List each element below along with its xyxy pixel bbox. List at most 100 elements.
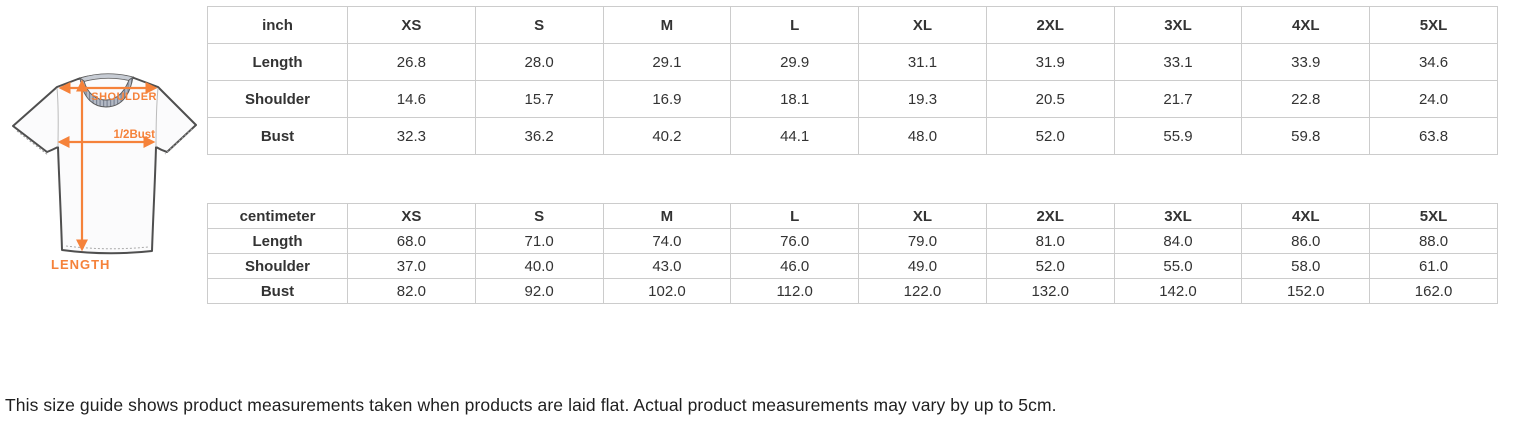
measurement-value-cell: 40.2 xyxy=(602,117,732,155)
measurement-value-cell: 71.0 xyxy=(474,228,604,254)
measurement-value-cell: 22.8 xyxy=(1241,80,1371,118)
size-table-inch: inch XS S M L XL 2XL 3XL 4XL 5XL Length 26.8 28.0 29.… xyxy=(207,6,1498,155)
header-row: inch XS S M L XL 2XL 3XL 4XL 5XL xyxy=(207,6,1498,44)
measurement-label-cell: Shoulder xyxy=(207,80,348,118)
size-header-cell: 2XL xyxy=(985,203,1115,229)
measurement-value-cell: 21.7 xyxy=(1113,80,1243,118)
measurement-value-cell: 74.0 xyxy=(602,228,732,254)
measurement-value-cell: 82.0 xyxy=(347,278,476,304)
measurement-value-cell: 112.0 xyxy=(730,278,860,304)
bust-arrow-label: 1/2Bust xyxy=(113,129,155,141)
measurement-row: Bust 32.3 36.2 40.2 44.1 48.0 52.0 55.9 59.8 63.8 xyxy=(207,117,1498,155)
measurement-value-cell: 52.0 xyxy=(985,117,1115,155)
measurement-value-cell: 36.2 xyxy=(474,117,604,155)
measurement-value-cell: 92.0 xyxy=(474,278,604,304)
measurement-value-cell: 55.9 xyxy=(1113,117,1243,155)
size-header-cell: L xyxy=(730,6,860,44)
measurement-row: Length 68.0 71.0 74.0 76.0 79.0 81.0 84.0 86.0 88… xyxy=(207,228,1498,254)
measurement-label-cell: Bust xyxy=(207,117,348,155)
measurement-value-cell: 102.0 xyxy=(602,278,732,304)
measurement-label-cell: Shoulder xyxy=(207,253,348,279)
measurement-value-cell: 29.9 xyxy=(730,43,860,81)
measurement-value-cell: 86.0 xyxy=(1241,228,1371,254)
measurement-row: Shoulder 14.6 15.7 16.9 18.1 19.3 20.5 21.7 22.8… xyxy=(207,80,1498,118)
measurement-value-cell: 26.8 xyxy=(347,43,476,81)
measurement-value-cell: 32.3 xyxy=(347,117,476,155)
measurement-value-cell: 46.0 xyxy=(730,253,860,279)
measurement-value-cell: 162.0 xyxy=(1369,278,1498,304)
size-header-cell: L xyxy=(730,203,860,229)
size-header-cell: M xyxy=(602,203,732,229)
measurement-value-cell: 14.6 xyxy=(347,80,476,118)
size-header-cell: M xyxy=(602,6,732,44)
measurement-row: Length 26.8 28.0 29.1 29.9 31.1 31.9 33.1 33.9 34… xyxy=(207,43,1498,81)
measurement-value-cell: 33.9 xyxy=(1241,43,1371,81)
measurement-value-cell: 44.1 xyxy=(730,117,860,155)
size-header-cell: 3XL xyxy=(1113,203,1243,229)
measurement-value-cell: 24.0 xyxy=(1369,80,1498,118)
size-header-cell: 2XL xyxy=(985,6,1115,44)
size-header-cell: XS xyxy=(347,203,476,229)
measurement-value-cell: 19.3 xyxy=(858,80,987,118)
measurement-value-cell: 122.0 xyxy=(858,278,987,304)
collar-front-band xyxy=(79,75,134,108)
measurement-value-cell: 34.6 xyxy=(1369,43,1498,81)
measurement-label-cell: Length xyxy=(207,43,348,81)
measurement-value-cell: 29.1 xyxy=(602,43,732,81)
size-header-cell: 5XL xyxy=(1369,203,1498,229)
measurement-value-cell: 68.0 xyxy=(347,228,476,254)
measurement-value-cell: 31.1 xyxy=(858,43,987,81)
hem-stitch xyxy=(65,245,149,250)
size-header-cell: XL xyxy=(858,6,987,44)
measurement-value-cell: 142.0 xyxy=(1113,278,1243,304)
measurement-value-cell: 28.0 xyxy=(474,43,604,81)
measurement-value-cell: 33.1 xyxy=(1113,43,1243,81)
measurement-label-cell: Bust xyxy=(207,278,348,304)
size-table-centimeter: centimeter XS S M L XL 2XL 3XL 4XL 5XL Length 68.0 7… xyxy=(207,203,1498,304)
measurement-value-cell: 43.0 xyxy=(602,253,732,279)
measurement-row: Bust 82.0 92.0 102.0 112.0 122.0 132.0 142.0 152… xyxy=(207,278,1498,304)
length-arrow-label: LENGTH xyxy=(51,257,110,272)
measurement-value-cell: 20.5 xyxy=(985,80,1115,118)
shoulder-arrow-label: SHOULDER xyxy=(91,91,157,103)
measurement-value-cell: 88.0 xyxy=(1369,228,1498,254)
size-header-cell: 3XL xyxy=(1113,6,1243,44)
left-cuff-stitch xyxy=(16,130,49,156)
measurement-value-cell: 61.0 xyxy=(1369,253,1498,279)
header-row: centimeter XS S M L XL 2XL 3XL 4XL 5XL xyxy=(207,203,1498,229)
measurement-value-cell: 31.9 xyxy=(985,43,1115,81)
measurement-value-cell: 37.0 xyxy=(347,253,476,279)
measurement-value-cell: 40.0 xyxy=(474,253,604,279)
measurement-value-cell: 18.1 xyxy=(730,80,860,118)
measurement-row: Shoulder 37.0 40.0 43.0 46.0 49.0 52.0 55.0 58.0… xyxy=(207,253,1498,279)
measurement-value-cell: 58.0 xyxy=(1241,253,1371,279)
measurement-value-cell: 59.8 xyxy=(1241,117,1371,155)
size-header-cell: 4XL xyxy=(1241,203,1371,229)
size-header-cell: S xyxy=(474,203,604,229)
measurement-value-cell: 15.7 xyxy=(474,80,604,118)
size-header-cell: S xyxy=(474,6,604,44)
measurement-value-cell: 132.0 xyxy=(985,278,1115,304)
measurement-value-cell: 152.0 xyxy=(1241,278,1371,304)
size-header-cell: 4XL xyxy=(1241,6,1371,44)
measurement-value-cell: 84.0 xyxy=(1113,228,1243,254)
measurement-value-cell: 63.8 xyxy=(1369,117,1498,155)
size-header-cell: 5XL xyxy=(1369,6,1498,44)
unit-header-cell: inch xyxy=(207,6,348,44)
measurement-value-cell: 48.0 xyxy=(858,117,987,155)
right-sleeve-seam xyxy=(155,87,159,148)
size-guide-footnote: This size guide shows product measuremen… xyxy=(5,395,1057,415)
measurement-label-cell: Length xyxy=(207,228,348,254)
measurement-value-cell: 55.0 xyxy=(1113,253,1243,279)
measurement-value-cell: 81.0 xyxy=(985,228,1115,254)
size-header-cell: XL xyxy=(858,203,987,229)
measurement-value-cell: 52.0 xyxy=(985,253,1115,279)
measurement-value-cell: 76.0 xyxy=(730,228,860,254)
measurement-value-cell: 49.0 xyxy=(858,253,987,279)
measurement-value-cell: 16.9 xyxy=(602,80,732,118)
size-header-cell: XS xyxy=(347,6,476,44)
unit-header-cell: centimeter xyxy=(207,203,348,229)
measurement-value-cell: 79.0 xyxy=(858,228,987,254)
tshirt-measurement-diagram: SHOULDER 1/2Bust LENGTH xyxy=(12,73,197,272)
